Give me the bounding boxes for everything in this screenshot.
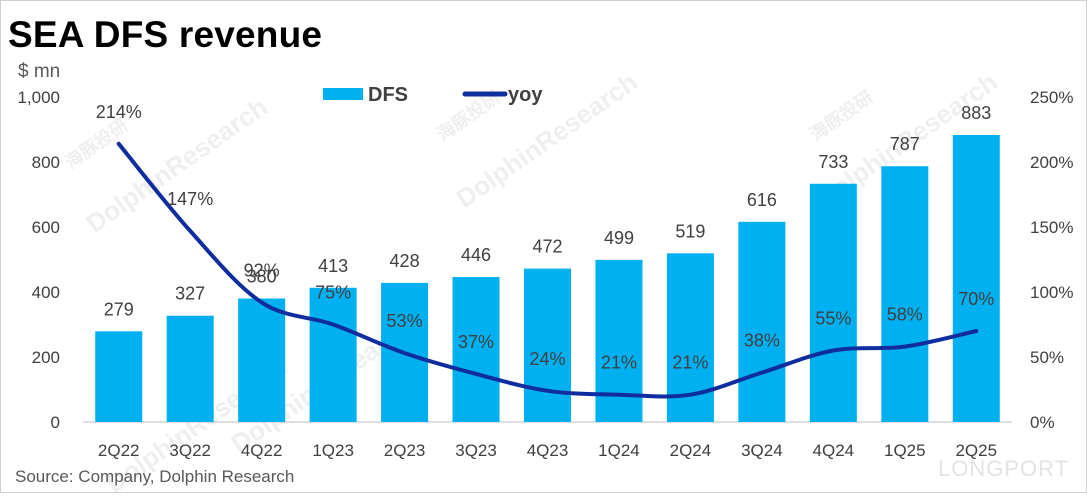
- bar-value-label: 279: [104, 299, 134, 319]
- x-tick-label: 4Q24: [813, 441, 855, 460]
- bar-dfs: [166, 315, 214, 422]
- chart-title: SEA DFS revenue: [8, 14, 323, 55]
- legend-swatch-dfs: [323, 88, 363, 100]
- x-tick-label: 3Q23: [455, 441, 497, 460]
- line-value-label: 55%: [815, 309, 851, 329]
- y-tick-label: 0: [51, 413, 60, 432]
- y2-tick-label: 0%: [1030, 413, 1055, 432]
- line-value-label: 21%: [601, 353, 637, 373]
- bar-dfs: [309, 287, 357, 422]
- line-value-label: 37%: [458, 332, 494, 352]
- x-tick-label: 4Q23: [527, 441, 569, 460]
- bar-dfs: [952, 135, 1000, 422]
- bar-dfs: [95, 331, 143, 422]
- bar-dfs: [238, 298, 286, 422]
- line-value-label: 75%: [315, 283, 351, 303]
- line-value-label: 147%: [167, 189, 213, 209]
- x-tick-label: 3Q24: [741, 441, 783, 460]
- bar-value-label: 733: [818, 152, 848, 172]
- line-yoy: [116, 141, 979, 399]
- x-tick-label: 1Q23: [312, 441, 354, 460]
- y-tick-label: 400: [32, 283, 60, 302]
- bar-dfs: [809, 183, 857, 422]
- y2-tick-label: 200%: [1030, 153, 1073, 172]
- bar-value-label: 883: [961, 103, 991, 123]
- bar-dfs: [524, 268, 571, 422]
- line-value-label: 38%: [744, 331, 780, 351]
- x-tick-label: 2Q24: [670, 441, 712, 460]
- x-tick-label: 1Q24: [598, 441, 640, 460]
- bar-value-label: 499: [604, 228, 634, 248]
- bar-dfs: [595, 259, 643, 422]
- line-value-label: 92%: [244, 260, 280, 280]
- bar-value-label: 787: [890, 134, 920, 154]
- line-value-label: 214%: [96, 102, 142, 122]
- line-value-label: 21%: [672, 353, 708, 373]
- legend-label-dfs: DFS: [368, 84, 408, 106]
- bar-value-label: 327: [175, 284, 205, 304]
- brand-watermark: LONGPORT: [938, 456, 1070, 481]
- bar-value-label: 380: [247, 267, 277, 287]
- legend-label-yoy: yoy: [508, 84, 543, 106]
- bar-dfs: [881, 166, 929, 422]
- line-value-label: 70%: [958, 289, 994, 309]
- bar-value-label: 472: [532, 237, 562, 257]
- y2-tick-label: 100%: [1030, 283, 1073, 302]
- bar-value-label: 616: [747, 190, 777, 210]
- y2-tick-label: 250%: [1030, 88, 1073, 107]
- y-tick-label: 600: [32, 218, 60, 237]
- bar-value-label: 413: [318, 256, 348, 276]
- x-tick-label: 4Q22: [241, 441, 283, 460]
- y-axis-unit-label: $ mn: [18, 61, 61, 82]
- bar-dfs: [452, 277, 500, 422]
- bar-value-label: 428: [390, 251, 420, 271]
- source-note: Source: Company, Dolphin Research: [15, 467, 295, 486]
- x-tick-label: 1Q25: [884, 441, 926, 460]
- y2-tick-label: 150%: [1030, 218, 1073, 237]
- y2-tick-label: 50%: [1030, 348, 1064, 367]
- bar-value-label: 519: [675, 221, 705, 241]
- x-tick-label: 2Q22: [98, 441, 140, 460]
- line-value-label: 58%: [887, 305, 923, 325]
- x-tick-label: 3Q22: [169, 441, 211, 460]
- y-tick-label: 200: [32, 348, 60, 367]
- bar-dfs: [738, 221, 786, 422]
- y-tick-label: 800: [32, 153, 60, 172]
- x-tick-label: 2Q25: [955, 441, 997, 460]
- x-tick-label: 2Q23: [384, 441, 426, 460]
- bar-value-label: 446: [461, 245, 491, 265]
- line-value-label: 24%: [529, 349, 565, 369]
- line-value-label: 53%: [387, 311, 423, 331]
- y-tick-label: 1,000: [17, 88, 60, 107]
